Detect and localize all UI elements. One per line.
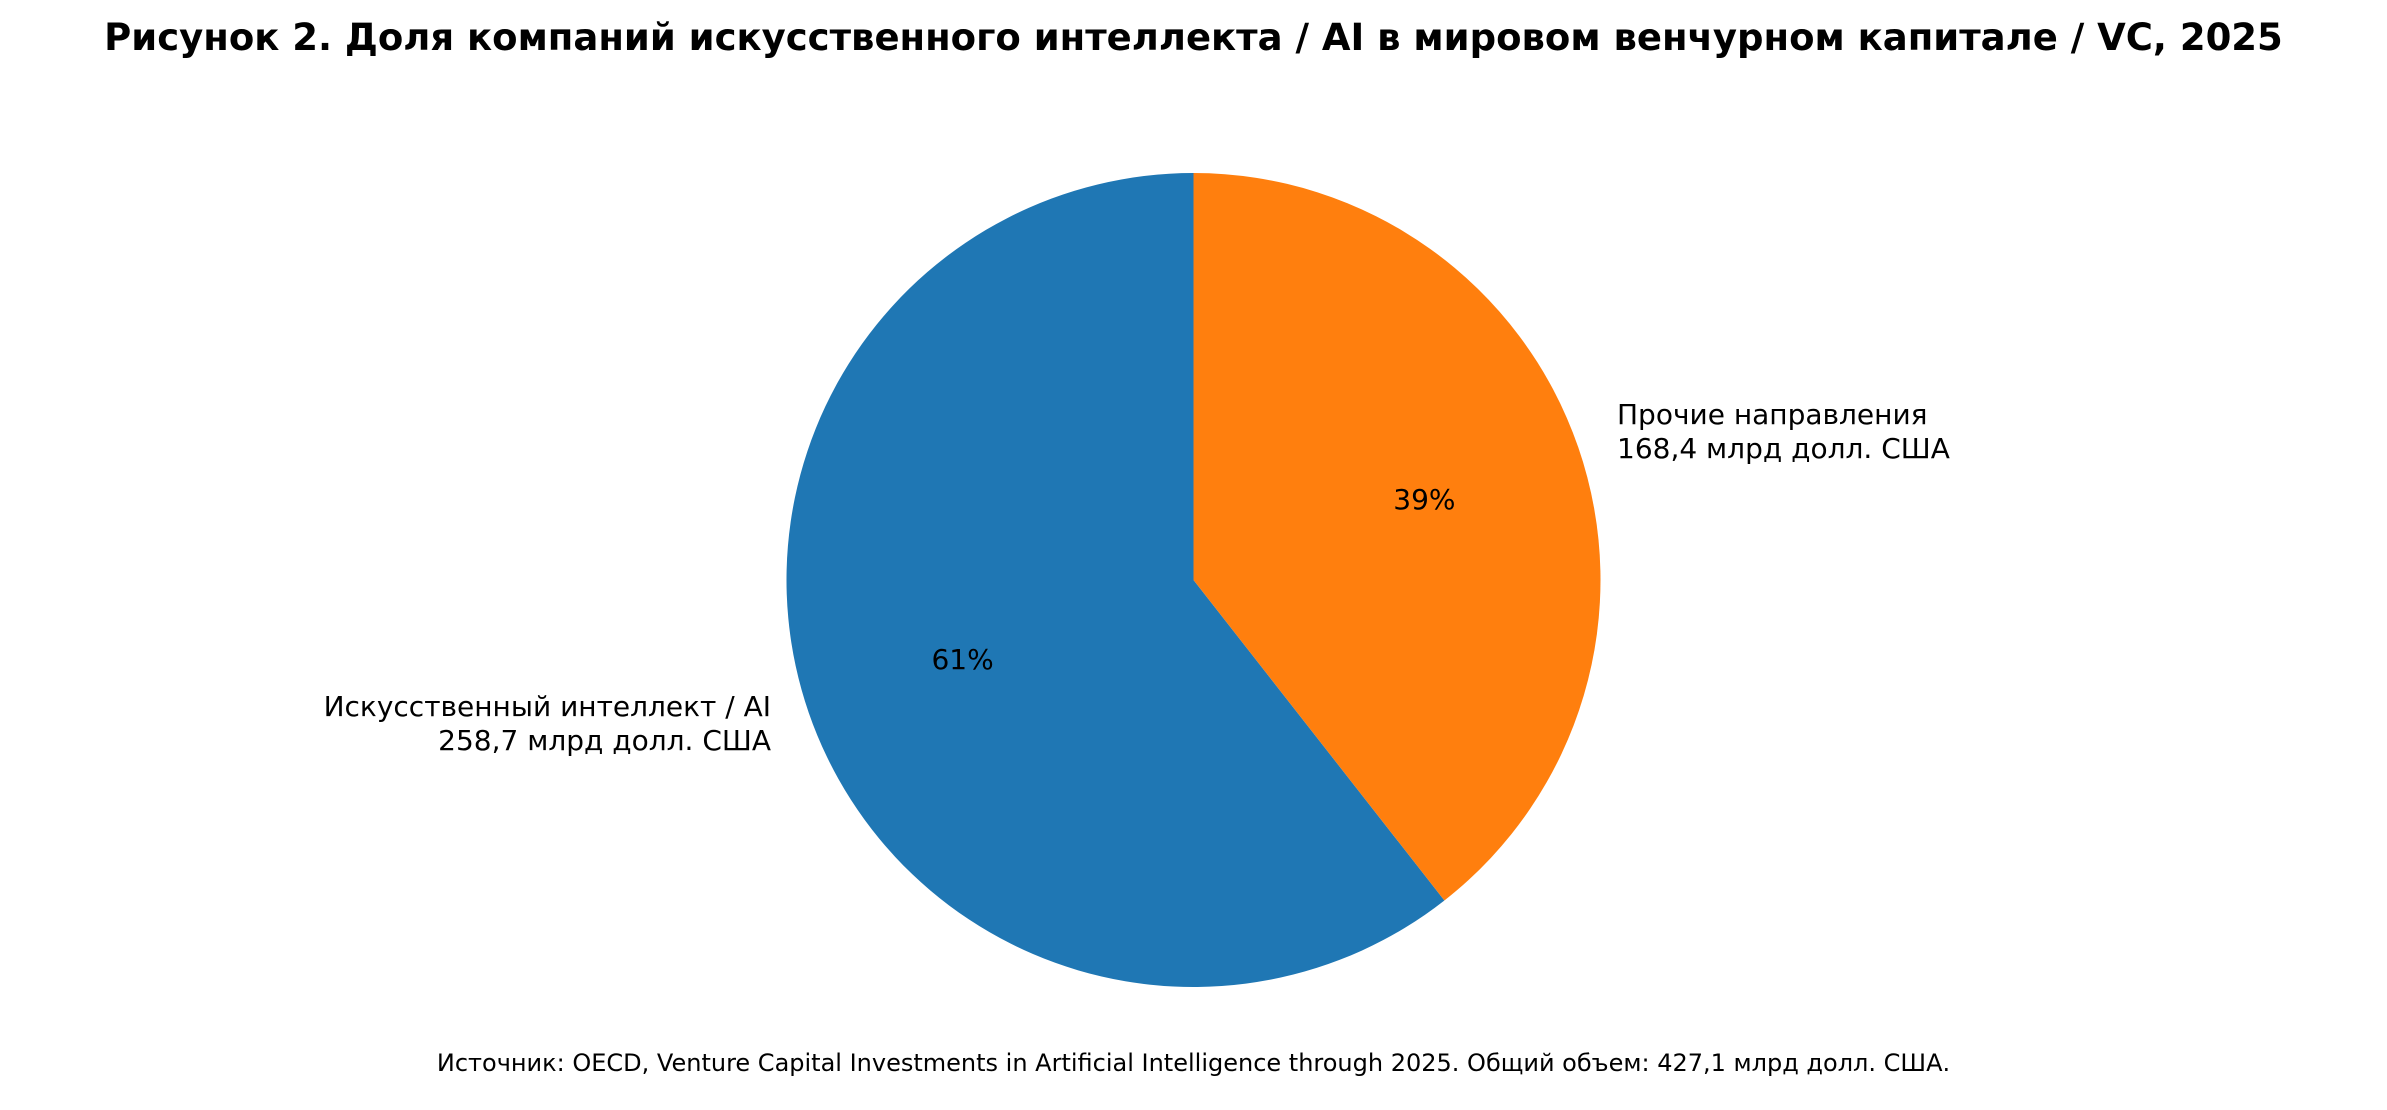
pie-slice-other [1193, 173, 1601, 901]
slice-name-other: Прочие направления [1617, 398, 1928, 431]
slice-name-ai: Искусственный интеллект / AI [323, 690, 771, 723]
slice-value-ai: 258,7 млрд долл. США [438, 724, 771, 757]
percent-label-other: 39% [1393, 483, 1456, 517]
slice-label-ai: Искусственный интеллект / AI 258,7 млрд … [324, 690, 771, 758]
slice-value-other: 168,4 млрд долл. США [1617, 432, 1950, 465]
pie-slice-ai [786, 173, 1445, 988]
pie-slices [786, 173, 1601, 988]
percent-label-ai: 61% [931, 642, 994, 676]
slice-label-other: Прочие направления 168,4 млрд долл. США [1617, 398, 1950, 466]
source-note: Источник: OECD, Venture Capital Investme… [436, 1049, 1951, 1077]
chart-title: Рисунок 2. Доля компаний искусственного … [104, 16, 2283, 59]
